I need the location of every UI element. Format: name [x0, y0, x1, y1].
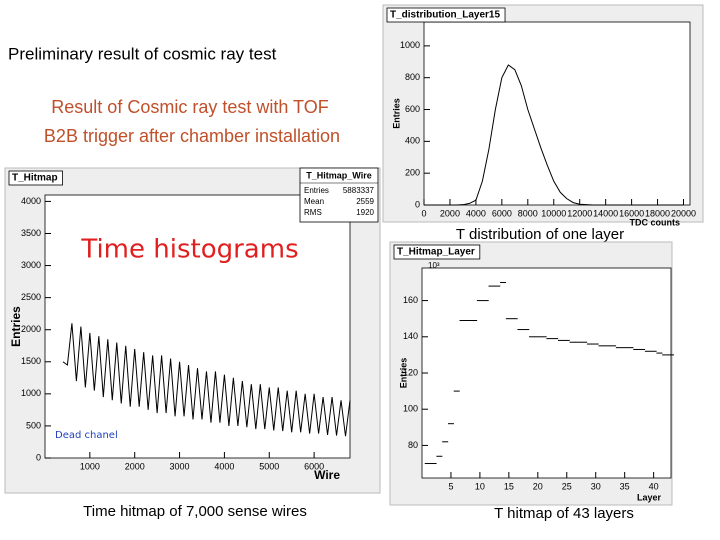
histogram-title-box	[8, 170, 63, 186]
x-tick-label: 4000	[466, 208, 486, 218]
y-tick-label: 200	[405, 168, 420, 178]
y-tick-label: 100	[403, 404, 418, 414]
y-tick-label: 3000	[21, 260, 41, 270]
chart-caption: T hitmap of 43 layers	[494, 505, 634, 522]
x-tick-label: 6000	[304, 461, 324, 471]
y-tick-label: 160	[403, 295, 418, 305]
x-tick-label: 10	[475, 481, 485, 491]
stats-box	[299, 167, 379, 223]
y-tick-label: 0	[415, 199, 420, 209]
x-axis-label: Layer	[637, 492, 662, 502]
y-tick-label: 400	[405, 136, 420, 146]
x-axis-label: TDC counts	[630, 217, 681, 227]
y-tick-label: 2500	[21, 292, 41, 302]
x-tick-label: 5	[448, 481, 453, 491]
y-tick-label: 500	[26, 420, 41, 430]
histogram-title: T_distribution_Layer15	[390, 10, 500, 21]
data-line	[62, 323, 351, 437]
y-tick-label: 0	[36, 452, 41, 462]
annotation-title: Time histograms	[80, 235, 298, 265]
y-tick-label: 800	[405, 72, 420, 82]
x-tick-label: 14000	[593, 208, 618, 218]
chart-caption: T distribution of one layer	[456, 226, 624, 243]
x-tick-label: 2000	[440, 208, 460, 218]
histogram-title-box	[393, 244, 481, 260]
plot-area	[421, 267, 672, 479]
x-tick-label: 15	[504, 481, 514, 491]
x-tick-label: 8000	[518, 208, 538, 218]
x-tick-label: 16000	[619, 208, 644, 218]
x-tick-label: 30	[591, 481, 601, 491]
x-tick-label: 18000	[645, 208, 670, 218]
y-multiplier: 10³	[428, 261, 440, 270]
stats-value: 2559	[356, 197, 374, 206]
subtitle-line: Result of Cosmic ray test with TOF	[51, 97, 328, 117]
stats-title: T_Hitmap_Wire	[306, 170, 371, 180]
plot-area	[423, 21, 691, 206]
x-axis-label: Wire	[314, 468, 340, 482]
x-tick-label: 20	[533, 481, 543, 491]
slide-title: Preliminary result of cosmic ray test	[8, 44, 277, 63]
stats-value: 5883337	[343, 186, 375, 195]
y-axis-label: Entries	[391, 98, 401, 129]
x-tick-label: 4000	[214, 461, 234, 471]
x-tick-label: 10000	[541, 208, 566, 218]
histogram-title-box	[386, 7, 506, 23]
y-tick-label: 1000	[400, 40, 420, 50]
histogram-title: T_Hitmap_Layer	[397, 247, 475, 258]
y-axis-label: Entries	[9, 306, 23, 347]
stats-label: RMS	[304, 208, 322, 217]
y-tick-label: 2000	[21, 324, 41, 334]
y-tick-label: 600	[405, 104, 420, 114]
subtitle-line: B2B trigger after chamber installation	[44, 126, 340, 146]
x-tick-label: 6000	[492, 208, 512, 218]
y-tick-label: 4000	[21, 196, 41, 206]
x-tick-label: 5000	[259, 461, 279, 471]
y-tick-label: 1000	[21, 388, 41, 398]
stats-label: Entries	[304, 186, 329, 195]
x-tick-label: 1000	[80, 461, 100, 471]
x-tick-label: 2000	[125, 461, 145, 471]
chart-caption: Time hitmap of 7,000 sense wires	[83, 503, 307, 520]
x-tick-label: 35	[620, 481, 630, 491]
y-tick-label: 140	[403, 331, 418, 341]
stats-value: 1920	[356, 208, 374, 217]
y-tick-label: 3500	[21, 228, 41, 238]
y-tick-label: 80	[408, 440, 418, 450]
x-tick-label: 20000	[671, 208, 696, 218]
x-tick-label: 25	[562, 481, 572, 491]
x-tick-label: 0	[421, 208, 426, 218]
stats-label: Mean	[304, 197, 324, 206]
y-tick-label: 120	[403, 367, 418, 377]
histogram-title: T_Hitmap	[12, 173, 58, 184]
x-tick-label: 12000	[567, 208, 592, 218]
y-tick-label: 1500	[21, 356, 41, 366]
y-axis-label: Entries	[398, 358, 408, 389]
annotation-note: Dead chanel	[55, 430, 118, 441]
data-line	[424, 64, 684, 206]
x-tick-label: 3000	[170, 461, 190, 471]
x-tick-label: 40	[649, 481, 659, 491]
